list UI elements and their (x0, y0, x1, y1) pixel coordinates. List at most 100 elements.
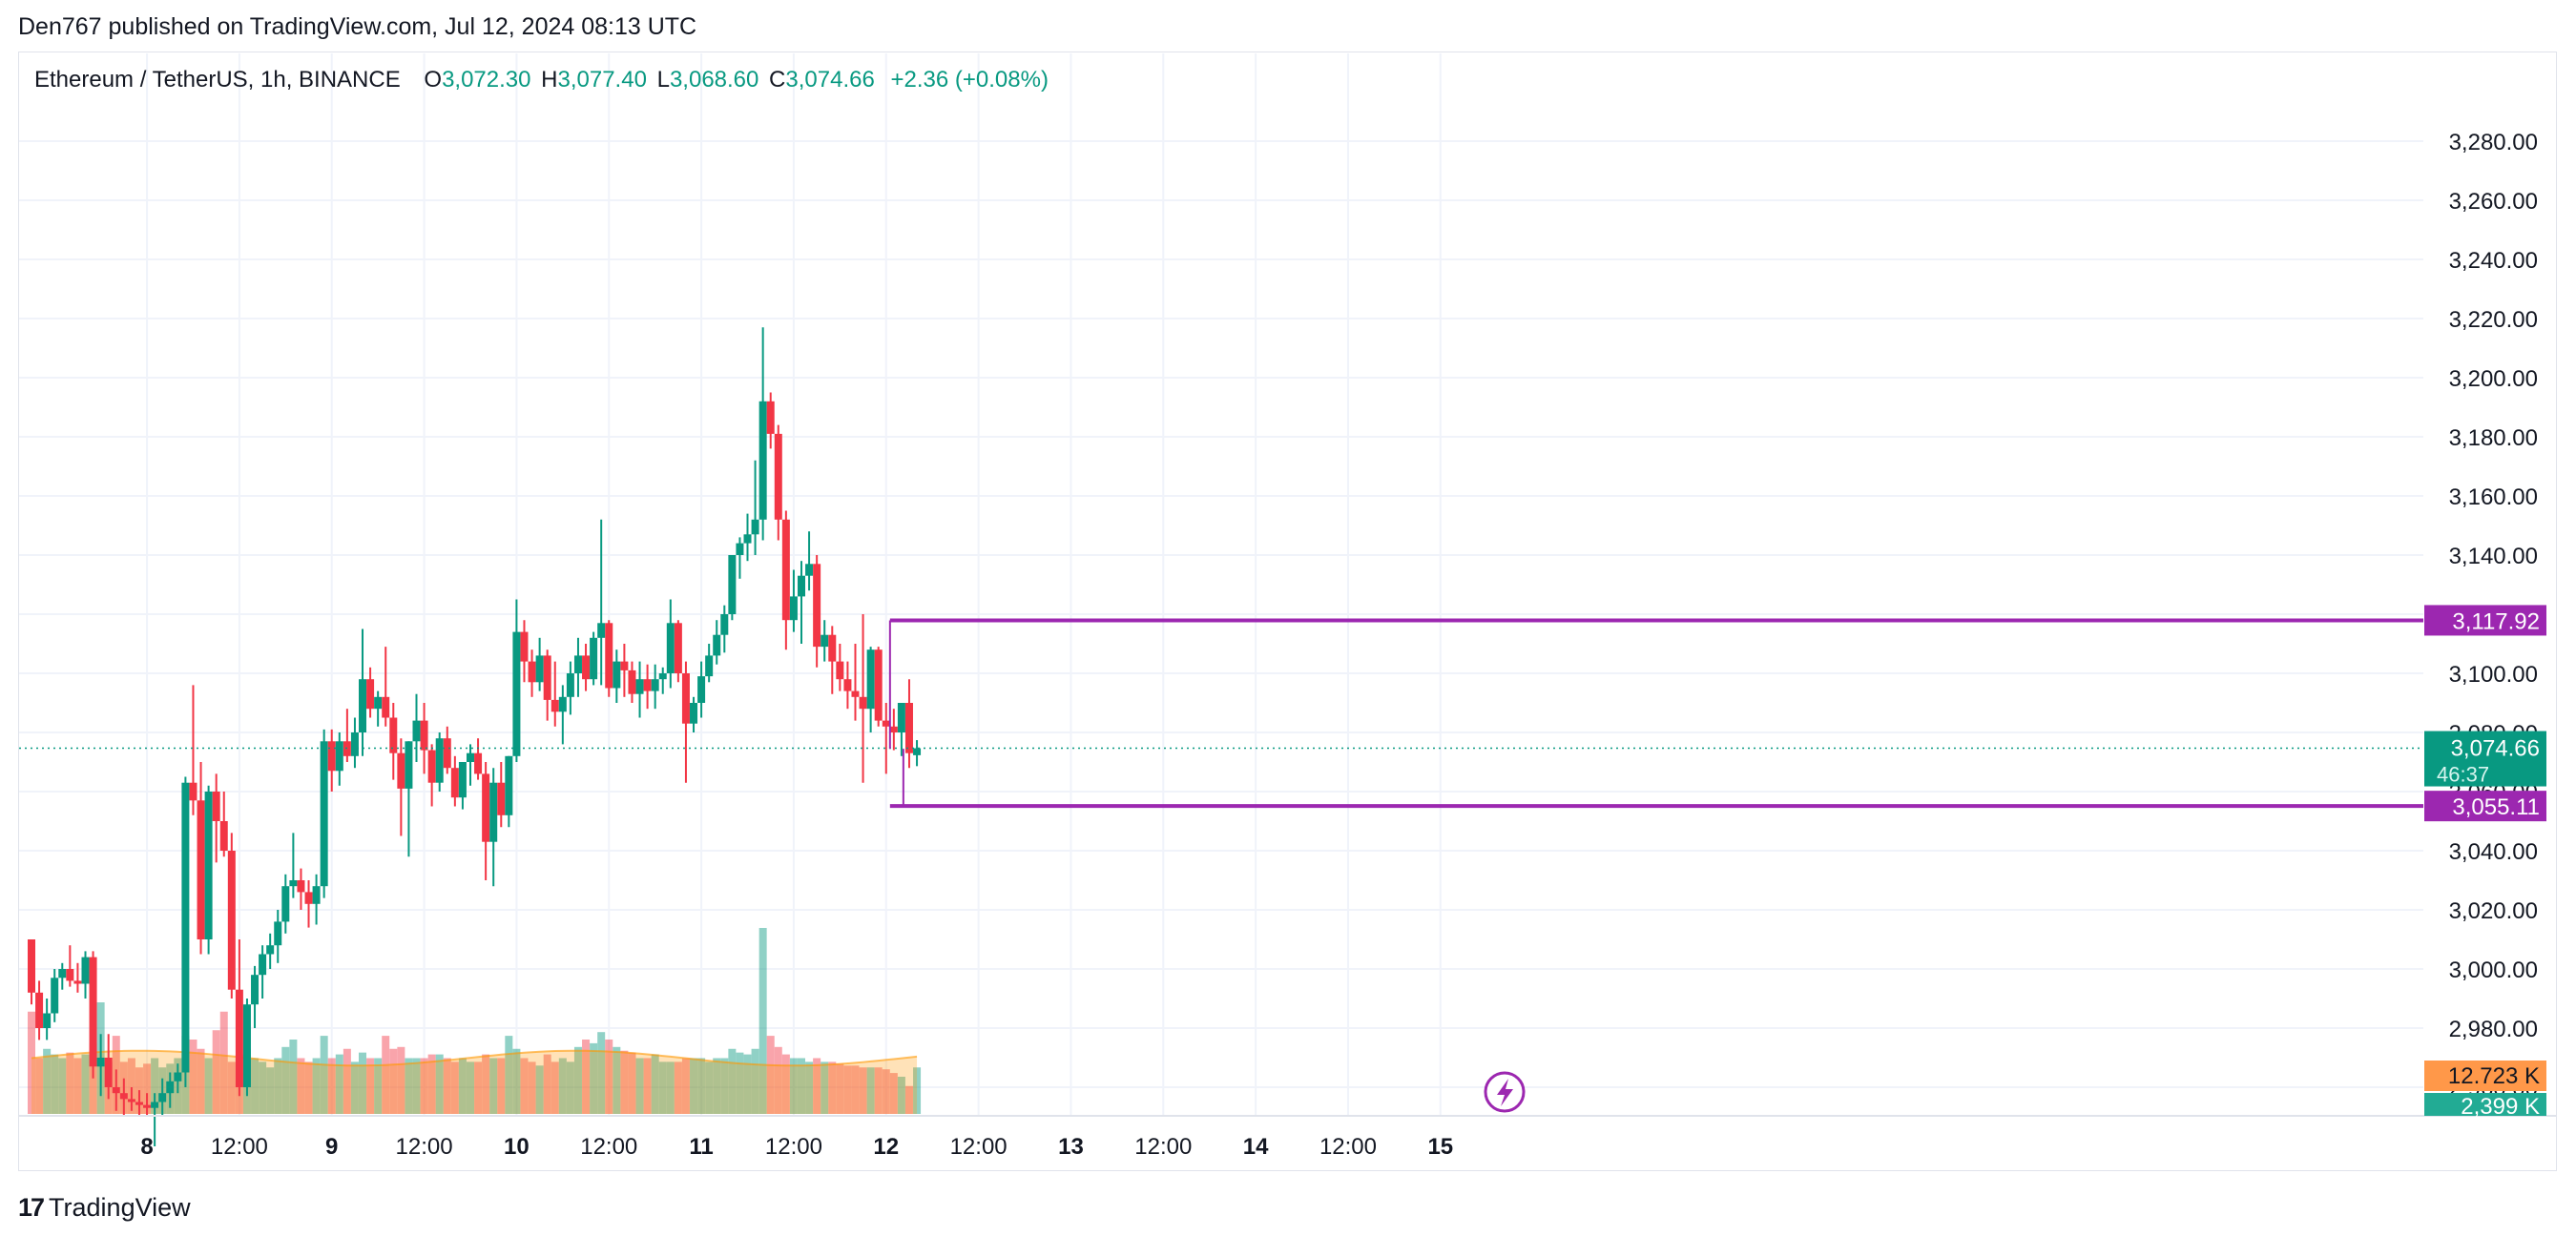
x-tick-label: 9 (325, 1134, 338, 1160)
volume-bar (259, 1061, 267, 1114)
candle-body (274, 921, 282, 946)
candle-body (81, 957, 90, 984)
volume-bar (590, 1042, 598, 1114)
candle-body (635, 679, 644, 694)
volume-bar (151, 1058, 159, 1114)
candle-body (866, 649, 875, 710)
candle-body (558, 696, 567, 712)
volume-bar (736, 1052, 744, 1114)
volume-bar (821, 1061, 829, 1114)
candle-body (66, 969, 74, 981)
volume-bar (889, 1073, 898, 1114)
volume-bar (66, 1052, 74, 1114)
volume-bar (335, 1054, 343, 1114)
volume-bar (212, 1030, 220, 1114)
volume-bar (882, 1069, 890, 1114)
volume-bar (466, 1061, 474, 1114)
candle-body (520, 631, 529, 662)
volume-bar (597, 1032, 606, 1114)
volume-bar (613, 1046, 621, 1114)
candles (28, 327, 922, 1146)
high-value: 3,077.40 (557, 67, 647, 93)
candle-body (620, 661, 629, 670)
countdown-label: 46:37 (2437, 763, 2489, 787)
candle-body (151, 1102, 159, 1108)
candle-body (605, 623, 613, 689)
candle-body (73, 980, 82, 984)
volume-bar (35, 1058, 44, 1114)
candle-body (28, 939, 35, 993)
y-tick-label: 3,140.00 (2449, 544, 2538, 569)
volume-bar (420, 1058, 428, 1114)
candle-body (242, 1004, 251, 1087)
volume-bar (320, 1036, 328, 1114)
candle-body (805, 564, 814, 576)
volume-bar (566, 1061, 574, 1114)
candle-body (697, 676, 706, 703)
volume-bar (573, 1046, 582, 1114)
candle-body (551, 699, 559, 712)
volume-bar (274, 1058, 282, 1114)
volume-current-label: 2,399 K (2461, 1094, 2540, 1120)
volume-bar (397, 1046, 405, 1114)
candle-body (281, 886, 290, 922)
volume-bar (512, 1048, 521, 1114)
candle-body (658, 673, 667, 680)
candle-body (458, 762, 467, 798)
volume-bar (605, 1040, 613, 1114)
volume-ma-tag (2424, 1061, 2546, 1091)
volume-bar (89, 1042, 97, 1114)
y-tick-label: 3,100.00 (2449, 662, 2538, 688)
volume-bar (874, 1067, 883, 1114)
candle-body (613, 661, 621, 689)
horizontal-levels (19, 618, 2423, 809)
candle-body (204, 792, 213, 939)
symbol-name[interactable]: Ethereum / TetherUS, 1h, BINANCE (34, 67, 401, 93)
x-tick-label: 12:00 (1319, 1134, 1377, 1160)
volume-bar (758, 928, 767, 1114)
candle-body (643, 679, 652, 691)
lightning-icon[interactable] (1484, 1071, 1526, 1113)
candle-body (821, 634, 829, 648)
volume-bar (620, 1050, 629, 1114)
published-line: Den767 published on TradingView.com, Jul… (18, 13, 697, 40)
volume-bar (289, 1040, 298, 1114)
y-tick-label: 3,000.00 (2449, 958, 2538, 983)
volume-bar (690, 1058, 698, 1114)
candle-body (512, 631, 521, 756)
candle-body (197, 800, 205, 939)
open-label: O (424, 67, 443, 93)
volume-bar (443, 1058, 451, 1114)
candle-body (350, 732, 359, 756)
volume-bar (359, 1052, 367, 1114)
candle-body (774, 433, 782, 520)
candle-body (127, 1099, 135, 1102)
volume-bar (51, 1054, 59, 1114)
y-tick-label: 3,040.00 (2449, 839, 2538, 865)
volume-ma-label: 12.723 K (2448, 1063, 2540, 1089)
tradingview-brand[interactable]: TradingView (49, 1192, 191, 1222)
candle-body (397, 752, 405, 789)
change-value: +2.36 (+0.08%) (890, 67, 1049, 93)
level-price-label: 3,055.11 (2452, 794, 2540, 820)
candle-body (420, 720, 428, 751)
candle-body (859, 696, 867, 710)
x-tick-label: 11 (689, 1134, 713, 1160)
candle-body (443, 738, 451, 769)
candle-body (528, 661, 536, 683)
candle-body (851, 690, 860, 697)
open-value: 3,072.30 (442, 67, 531, 93)
y-tick-label: 3,220.00 (2449, 307, 2538, 333)
x-tick-label: 13 (1058, 1134, 1084, 1160)
tradingview-logo-icon[interactable]: 17 (18, 1192, 45, 1222)
volume-bar (520, 1058, 529, 1114)
candle-body (651, 679, 659, 691)
candle-body (681, 673, 690, 724)
y-tick-label: 2,980.00 (2449, 1017, 2538, 1042)
volume-bar (843, 1065, 852, 1114)
candle-body (573, 655, 582, 673)
candle-body (412, 720, 421, 742)
level-price-tag (2424, 791, 2546, 822)
candle-body (690, 703, 698, 724)
